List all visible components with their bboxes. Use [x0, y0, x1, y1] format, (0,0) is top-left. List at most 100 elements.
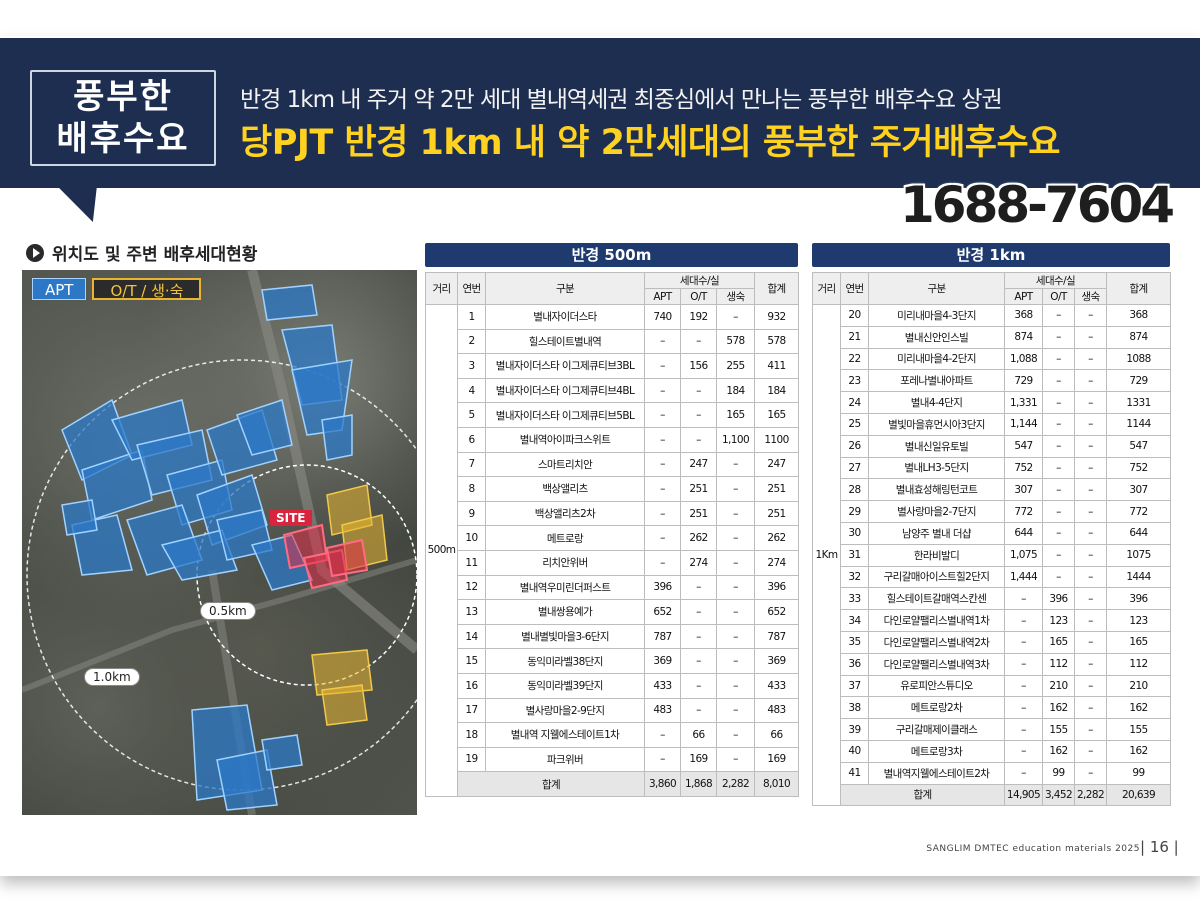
row-number: 15 [457, 648, 486, 674]
row-total: 274 [754, 549, 800, 576]
apt-count: 396 [644, 574, 681, 601]
ot-count: 66 [680, 722, 717, 748]
ot-count: – [1042, 412, 1075, 436]
apt-count: – [644, 525, 681, 551]
row-number: 8 [457, 476, 486, 502]
total-value: 3,452 [1042, 783, 1075, 807]
row-number: 33 [840, 587, 869, 611]
th-units: 세대수/실 [643, 272, 756, 289]
table-row: 41 별내역지웰에스테이트2차 –99–99 [813, 761, 1172, 785]
apt-count: – [644, 353, 681, 379]
apt-count: – [644, 476, 681, 502]
section-badge: 풍부한 배후수요 [30, 70, 216, 166]
st-count: – [1073, 412, 1108, 436]
table-row: 16 동익미라벨39단지 433– –433 [426, 672, 800, 699]
st-count: – [1073, 347, 1108, 371]
ot-count: – [1042, 521, 1075, 545]
table-row: 40 메트로랑3차 –162–162 [813, 739, 1172, 763]
total-value: 2,282 [715, 771, 756, 797]
ot-count: 165 [1042, 630, 1075, 654]
st-count: 255 [715, 353, 756, 379]
complex-name: 별사랑마을2-7단지 [868, 500, 1005, 523]
row-number: 37 [840, 674, 869, 698]
complex-name: 구리갈매아이스트힐2단지 [868, 565, 1005, 589]
apt-count: – [1004, 696, 1043, 720]
complex-name: 동익미라벨39단지 [485, 672, 645, 699]
row-total: 652 [754, 599, 800, 625]
ot-count: – [680, 402, 717, 428]
st-count: – [715, 697, 756, 724]
ot-count: – [1042, 347, 1075, 371]
apt-count: 307 [1004, 478, 1043, 502]
complex-name: 구리갈매제이클래스 [868, 718, 1005, 741]
ot-count: 396 [1042, 587, 1075, 611]
ot-count: 112 [1042, 652, 1075, 676]
complex-name: 별내역아이파크스위트 [485, 426, 645, 453]
row-total: 787 [754, 623, 800, 650]
apt-count: 652 [644, 599, 681, 625]
phone-number: 1688-7604 [900, 176, 1175, 234]
ot-count: 162 [1042, 696, 1075, 720]
ot-count: – [680, 377, 717, 404]
ot-count: 156 [680, 353, 717, 379]
table-row: 12 별내역우미린더퍼스트 396– –396 [426, 574, 800, 601]
table-row: 38 메트로랑2차 –162–162 [813, 696, 1172, 720]
th-apt: APT [1004, 288, 1043, 305]
table-row: 39 구리갈매제이클래스 –155–155 [813, 718, 1172, 741]
badge-line2: 배후수요 [56, 119, 190, 159]
row-number: 12 [457, 574, 486, 601]
row-number: 2 [457, 328, 486, 355]
apt-count: 1,144 [1004, 412, 1043, 436]
row-total: 411 [754, 353, 800, 379]
complex-name: 동익미라벨38단지 [485, 648, 645, 674]
row-total: 251 [754, 500, 800, 527]
complex-name: 별내자이더스타 [485, 304, 645, 330]
row-total: 247 [754, 451, 800, 478]
complex-name: 별내자이더스타 이그제큐티브4BL [485, 377, 645, 404]
row-number: 32 [840, 565, 869, 589]
total-row: 합계 3,860 1,868 2,282 8,010 [426, 771, 800, 797]
table-row: 19 파크위버 –169–169 [426, 746, 800, 773]
row-number: 7 [457, 451, 486, 478]
st-count: – [1073, 609, 1108, 632]
st-count: – [1073, 543, 1108, 567]
row-total: 162 [1106, 696, 1172, 720]
row-total: 165 [754, 402, 800, 428]
complex-name: 다인로얄팰리스별내역3차 [868, 652, 1005, 676]
subheadline: 반경 1km 내 주거 약 2만 세대 별내역세권 최중심에서 만나는 풍부한 … [240, 87, 1003, 113]
table-row: 22 미리내마을4-2단지 1,088– –1088 [813, 347, 1172, 371]
apt-count: 1,331 [1004, 391, 1043, 414]
table-row: 11 리치안위버 –274–274 [426, 549, 800, 576]
complex-name: 스마트리치안 [485, 451, 645, 478]
complex-name: 백상앨리츠2차 [485, 500, 645, 527]
row-total: 547 [1106, 434, 1172, 458]
table-row: 35 다인로얄팰리스별내역2차 –165–165 [813, 630, 1172, 654]
table-row: 24 별내4-4단지 1,331– –1331 [813, 391, 1172, 414]
total-value: 14,905 [1004, 783, 1043, 807]
table-row: 2 힐스테이트별내역 – –578 578 [426, 328, 800, 355]
total-value: 1,868 [680, 771, 717, 797]
apt-count: 368 [1004, 304, 1043, 327]
st-count: – [715, 476, 756, 502]
radius-label-10: 1.0km [84, 668, 140, 686]
total-value: 8,010 [754, 771, 800, 797]
row-total: 307 [1106, 478, 1172, 502]
complex-name: 메트로랑 [485, 525, 645, 551]
complex-name: 별내역 지웰에스테이트1차 [485, 722, 645, 748]
th-name: 구분 [868, 272, 1005, 305]
row-total: 729 [1106, 369, 1172, 393]
complex-name: 별내자이더스타 이그제큐티브5BL [485, 402, 645, 428]
row-number: 29 [840, 500, 869, 523]
apt-count: – [1004, 587, 1043, 611]
ot-count: 169 [680, 746, 717, 773]
complex-name: 별내효성해링턴코트 [868, 478, 1005, 502]
table-row: 26 별내신일유토빌 547– –547 [813, 434, 1172, 458]
legend-ot: O/T / 생·숙 [92, 278, 202, 300]
st-count: – [1073, 304, 1108, 327]
row-total: 184 [754, 377, 800, 404]
complex-name: 메트로랑3차 [868, 739, 1005, 763]
ot-count: 247 [680, 451, 717, 478]
apt-count: – [644, 451, 681, 478]
row-number: 24 [840, 391, 869, 414]
th-sum: 합계 [1106, 272, 1172, 305]
